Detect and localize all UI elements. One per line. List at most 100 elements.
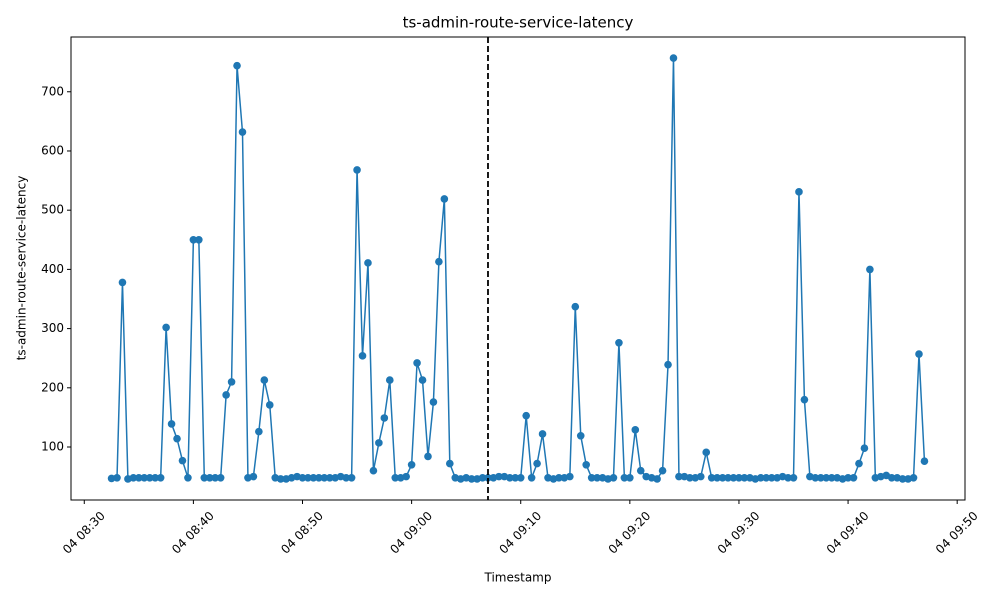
marker (353, 166, 361, 174)
marker (227, 378, 236, 386)
marker (729, 473, 738, 482)
marker (620, 473, 629, 482)
marker (887, 473, 896, 482)
marker (686, 473, 694, 482)
marker (816, 473, 825, 482)
marker (740, 473, 749, 482)
marker (255, 427, 263, 436)
marker (391, 473, 400, 482)
x-tick-label: 04 09:00 (387, 509, 435, 557)
x-tick-label: 04 09:40 (824, 509, 872, 557)
marker (626, 473, 634, 482)
x-axis-label: Timestamp (484, 571, 552, 585)
marker (151, 473, 159, 482)
x-tick-label: 04 09:50 (933, 509, 981, 557)
y-axis-label: ts-admin-route-service-latency (15, 176, 29, 361)
y-tick-label: 300 (41, 321, 64, 335)
x-tick-label: 04 09:10 (496, 509, 544, 557)
marker (664, 360, 672, 369)
marker (538, 430, 547, 438)
marker (260, 376, 269, 384)
marker (162, 323, 170, 332)
y-tick-label: 200 (41, 380, 64, 394)
marker (495, 472, 503, 481)
marker (129, 473, 138, 482)
marker (593, 473, 601, 482)
marker (707, 473, 716, 482)
x-tick-label: 04 09:30 (715, 509, 763, 557)
marker (173, 434, 181, 443)
marker (222, 391, 230, 399)
marker (762, 473, 771, 482)
marker (718, 473, 727, 482)
marker (576, 431, 585, 440)
marker (418, 376, 427, 384)
x-tick-label: 04 08:30 (60, 509, 108, 557)
marker (140, 473, 149, 482)
marker (522, 411, 530, 420)
marker (511, 473, 520, 482)
marker (909, 473, 918, 482)
marker (364, 259, 372, 267)
marker (795, 188, 803, 196)
y-tick-label: 100 (41, 440, 64, 454)
marker (484, 473, 492, 482)
marker (866, 265, 874, 274)
marker (315, 473, 323, 482)
x-tick-label: 04 08:40 (169, 509, 217, 557)
marker (849, 473, 858, 482)
y-tick-label: 400 (41, 262, 64, 276)
marker (342, 473, 350, 482)
marker (429, 398, 438, 406)
marker (713, 473, 721, 482)
marker (195, 235, 203, 244)
marker (424, 452, 432, 461)
marker (145, 473, 154, 482)
marker (735, 473, 743, 482)
marker (615, 339, 623, 347)
marker (767, 473, 776, 482)
marker (571, 302, 580, 311)
marker (402, 472, 410, 481)
marker (658, 466, 667, 475)
marker (467, 475, 476, 483)
marker (516, 473, 525, 482)
marker (898, 475, 907, 483)
marker (309, 473, 318, 482)
marker (304, 473, 312, 482)
marker (724, 473, 732, 482)
marker (636, 466, 645, 475)
marker (675, 472, 683, 481)
marker (609, 473, 618, 482)
marker (506, 473, 514, 482)
marker (216, 473, 225, 482)
marker (380, 414, 389, 422)
marker (533, 459, 541, 468)
line (111, 58, 926, 480)
marker (566, 472, 574, 481)
marker (118, 278, 127, 287)
marker (385, 376, 394, 384)
marker (860, 444, 869, 452)
marker (233, 61, 241, 70)
chart-title: ts-admin-route-service-latency (403, 14, 634, 32)
marker (325, 473, 334, 482)
marker (407, 460, 416, 469)
marker (855, 459, 863, 468)
marker (200, 473, 209, 482)
x-tick-label: 04 08:50 (278, 509, 326, 557)
marker (358, 352, 367, 360)
marker (587, 473, 596, 482)
marker (915, 350, 923, 358)
marker (555, 473, 563, 482)
marker (276, 475, 285, 483)
marker (211, 473, 220, 482)
marker (435, 257, 443, 266)
marker (189, 235, 198, 244)
marker (696, 472, 705, 481)
marker (184, 473, 192, 482)
marker (440, 195, 449, 203)
marker (249, 472, 258, 481)
marker (789, 473, 798, 482)
